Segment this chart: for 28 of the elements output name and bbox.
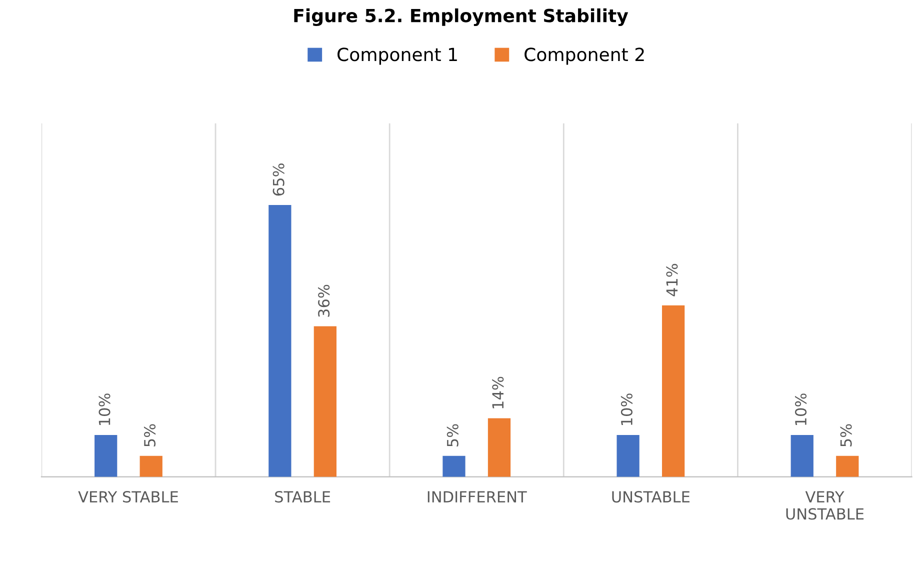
x-tick-label: UNSTABLE: [612, 491, 690, 503]
data-label: 5%: [446, 424, 458, 446]
data-label: 10%: [795, 394, 807, 426]
data-label: 5%: [144, 424, 156, 446]
data-label: 5%: [840, 424, 852, 446]
x-tick-label: VERY STABLE: [78, 491, 178, 503]
bar: [140, 456, 162, 477]
bar: [94, 435, 118, 477]
bar: [314, 326, 336, 477]
bar: [662, 305, 685, 477]
data-label: 65%: [272, 164, 284, 196]
x-tick-label: VERY UNSTABLE: [786, 491, 864, 520]
data-label: 10%: [620, 394, 632, 426]
bar: [488, 418, 511, 477]
bar: [790, 435, 814, 477]
data-label: 10%: [98, 394, 110, 426]
bar: [616, 435, 640, 477]
legend-label: Component 2: [524, 48, 644, 65]
bar: [268, 204, 292, 477]
x-tick-label: INDIFFERENT: [428, 491, 527, 502]
x-tick-label: STABLE: [275, 491, 330, 503]
bar: [836, 456, 859, 477]
legend-label: Component 1: [338, 48, 457, 65]
data-label: 36%: [318, 284, 330, 317]
bar: [442, 456, 466, 477]
data-label: 41%: [666, 264, 678, 296]
chart-title: Figure 5.2. Employment Stability: [294, 8, 628, 26]
data-label: 14%: [492, 376, 504, 408]
